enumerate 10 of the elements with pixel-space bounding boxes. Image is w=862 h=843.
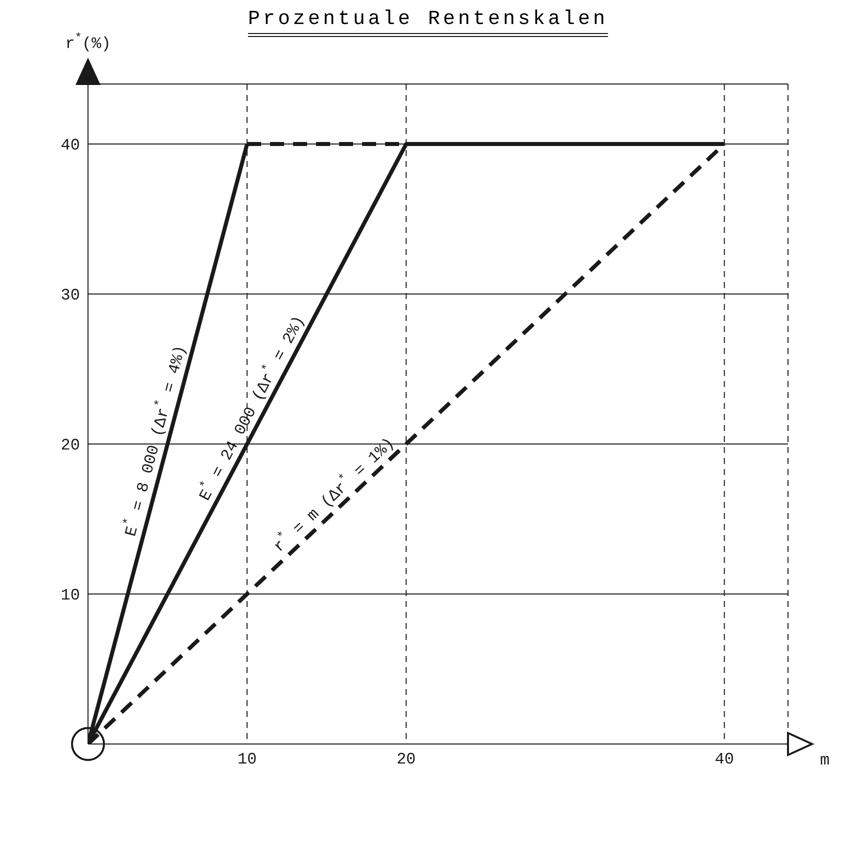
y-tick-label: 30 — [60, 286, 80, 305]
x-axis-title: m — [820, 752, 830, 770]
y-tick-label: 20 — [60, 436, 80, 455]
chart-title: Prozentuale Rentenskalen — [248, 8, 608, 37]
x-tick-label: 10 — [237, 750, 257, 768]
y-tick-label: 40 — [60, 136, 80, 155]
x-tick-label: 20 — [396, 750, 416, 768]
y-tick-label: 10 — [60, 586, 80, 605]
y-axis-title: r$^{*}$(%) — [65, 31, 111, 53]
x-tick-label: 40 — [714, 750, 734, 768]
